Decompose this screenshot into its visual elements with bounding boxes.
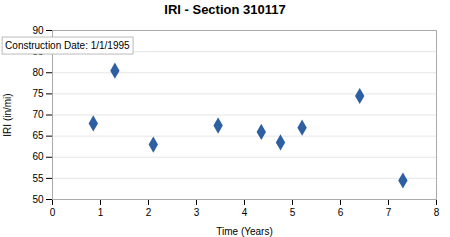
svg-text:0: 0 <box>50 207 56 218</box>
svg-text:3: 3 <box>194 207 200 218</box>
svg-text:65: 65 <box>32 130 44 141</box>
svg-text:60: 60 <box>32 151 44 162</box>
svg-text:1: 1 <box>98 207 104 218</box>
svg-text:2: 2 <box>146 207 152 218</box>
svg-text:70: 70 <box>32 109 44 120</box>
svg-text:90: 90 <box>32 25 44 36</box>
svg-text:55: 55 <box>32 173 44 184</box>
svg-text:8: 8 <box>434 207 440 218</box>
svg-text:6: 6 <box>338 207 344 218</box>
svg-text:7: 7 <box>386 207 392 218</box>
svg-text:80: 80 <box>32 67 44 78</box>
svg-text:50: 50 <box>32 194 44 205</box>
svg-text:4: 4 <box>242 207 248 218</box>
html-text:IRI - Section 310117: IRI - Section 310117 <box>164 2 286 17</box>
svg-text:5: 5 <box>290 207 296 218</box>
svg-text:IRI (in/mi): IRI (in/mi) <box>2 93 13 136</box>
svg-text:Construction Date: 1/1/1995: Construction Date: 1/1/1995 <box>5 40 130 51</box>
svg-text:75: 75 <box>32 88 44 99</box>
svg-text:Time (Years): Time (Years) <box>216 226 273 237</box>
